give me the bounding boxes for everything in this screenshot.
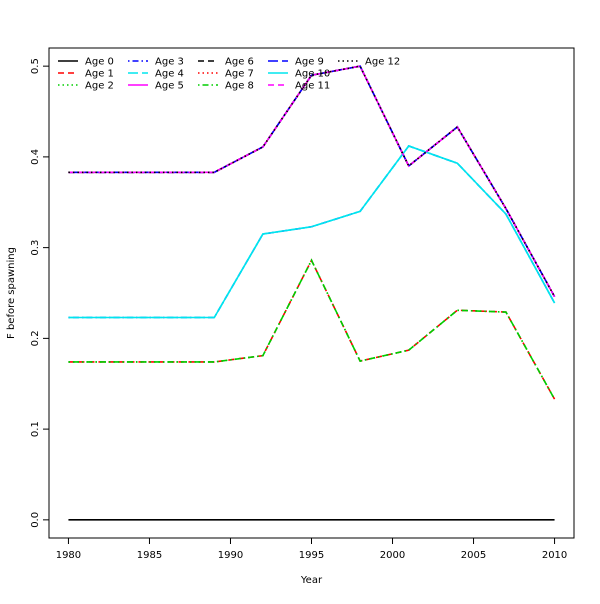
legend-item: Age 5 [128, 81, 184, 92]
legend-label: Age 8 [225, 81, 254, 92]
x-axis: 1980 1985 1990 1995 2000 2005 2010 [56, 537, 567, 561]
series-lines [68, 65, 556, 521]
legend-item: Age 3 [128, 57, 184, 68]
plot-frame [48, 47, 575, 539]
x-axis-title: Year [300, 575, 323, 586]
legend-item: Age 6 [198, 57, 254, 68]
y-axis: 0.0 0.1 0.2 0.3 0.4 0.5 [30, 58, 50, 528]
legend-label: Age 7 [225, 69, 254, 80]
legend-item: Age 9 [268, 57, 324, 68]
y-tick-label: 0.5 [30, 58, 41, 74]
x-tick-label: 1980 [56, 550, 81, 561]
series-line-age-8 [68, 258, 556, 400]
x-tick-label: 2000 [380, 550, 405, 561]
y-tick-label: 0.2 [30, 330, 41, 346]
y-tick-label: 0.0 [30, 512, 41, 528]
x-tick-label: 1990 [218, 550, 243, 561]
legend-label: Age 10 [295, 69, 330, 80]
series-line-age-9 [68, 65, 556, 298]
y-axis-title: F before spawning [6, 247, 17, 339]
series-line-age-1 [68, 258, 556, 400]
legend-label: Age 3 [155, 57, 184, 68]
legend-item: Age 1 [58, 69, 114, 80]
legend-item: Age 12 [338, 57, 400, 68]
legend-label: Age 2 [85, 81, 114, 92]
x-tick-label: 1985 [137, 550, 162, 561]
series-line-age-11 [68, 65, 556, 298]
x-tick-label: 2010 [542, 550, 567, 561]
legend-label: Age 0 [85, 57, 114, 68]
legend-item: Age 11 [268, 81, 330, 92]
legend-item: Age 8 [198, 81, 254, 92]
series-line-age-10 [68, 145, 556, 319]
legend-label: Age 9 [295, 57, 324, 68]
series-line-age-2 [68, 258, 556, 400]
legend-label: Age 11 [295, 81, 330, 92]
y-tick-label: 0.1 [30, 421, 41, 437]
legend-item: Age 0 [58, 57, 114, 68]
legend-label: Age 6 [225, 57, 254, 68]
legend-item: Age 7 [198, 69, 254, 80]
legend-label: Age 4 [155, 69, 184, 80]
legend-item: Age 10 [268, 69, 330, 80]
legend-label: Age 1 [85, 69, 114, 80]
x-tick-label: 1995 [299, 550, 324, 561]
y-tick-label: 0.3 [30, 240, 41, 256]
legend-label: Age 12 [365, 57, 400, 68]
legend-item: Age 4 [128, 69, 184, 80]
legend-label: Age 5 [155, 81, 184, 92]
x-tick-label: 2005 [461, 550, 486, 561]
y-tick-label: 0.4 [30, 149, 41, 165]
legend-item: Age 2 [58, 81, 114, 92]
